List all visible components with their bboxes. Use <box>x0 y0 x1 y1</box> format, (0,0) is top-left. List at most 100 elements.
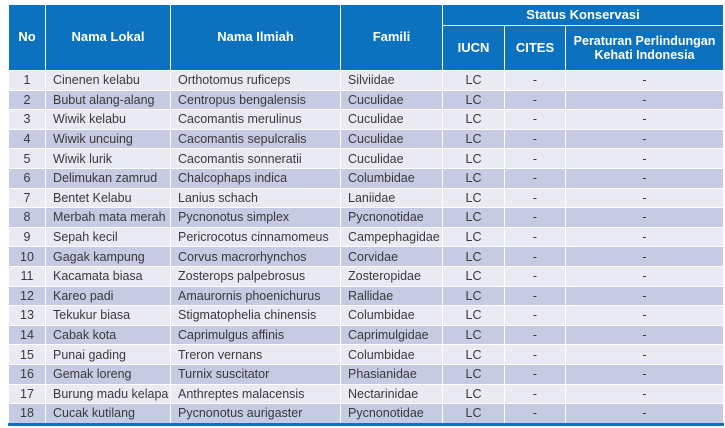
cell-peraturan: - <box>564 305 725 326</box>
cell-no: 10 <box>8 246 46 267</box>
cell-cites: - <box>504 265 566 287</box>
cell-cites: - <box>504 363 566 385</box>
cell-nama-ilmiah: Chalcophaps indica <box>170 167 341 189</box>
cell-nama-ilmiah: Cacomantis merulinus <box>170 109 341 130</box>
cell-peraturan: - <box>564 148 725 169</box>
cell-cites: - <box>504 70 566 91</box>
header-peraturan: Peraturan Perlindungan Kehati Indonesia <box>564 25 725 71</box>
header-nama-lokal: Nama Lokal <box>45 4 171 71</box>
cell-no: 16 <box>8 363 46 385</box>
cell-peraturan: - <box>564 383 725 405</box>
cell-cites: - <box>504 207 566 228</box>
cell-peraturan: - <box>564 265 725 287</box>
cell-cites: - <box>504 187 566 209</box>
cell-nama-lokal: Burung madu kelapa <box>45 383 171 405</box>
cell-iucn: LC <box>442 89 505 111</box>
cell-peraturan: - <box>564 89 725 111</box>
cell-nama-ilmiah: Lanius schach <box>170 187 341 209</box>
cell-nama-lokal: Cucak kutilang <box>45 403 171 426</box>
cell-iucn: LC <box>442 324 505 346</box>
cell-famili: Columbidae <box>340 305 443 326</box>
cell-iucn: LC <box>442 226 505 248</box>
cell-iucn: LC <box>442 109 505 130</box>
cell-peraturan: - <box>564 207 725 228</box>
species-conservation-table: No Nama Lokal Nama Ilmiah Famili Status … <box>8 4 725 426</box>
table-header: No Nama Lokal Nama Ilmiah Famili Status … <box>8 4 725 71</box>
cell-famili: Pycnonotidae <box>340 403 443 426</box>
cell-cites: - <box>504 89 566 111</box>
cell-peraturan: - <box>564 109 725 130</box>
cell-nama-ilmiah: Turnix suscitator <box>170 363 341 385</box>
cell-famili: Columbidae <box>340 167 443 189</box>
cell-nama-lokal: Bubut alang-alang <box>45 89 171 111</box>
header-status-konservasi: Status Konservasi <box>441 4 725 26</box>
cell-iucn: LC <box>442 246 505 267</box>
cell-no: 1 <box>8 70 46 91</box>
cell-nama-lokal: Wiwik kelabu <box>45 109 171 130</box>
cell-no: 7 <box>8 187 46 209</box>
cell-nama-lokal: Sepah kecil <box>45 226 171 248</box>
table-row: 15 Punai gading Treron vernans Columbidae LC… <box>8 344 725 365</box>
cell-nama-ilmiah: Centropus bengalensis <box>170 89 341 111</box>
table-row: 9 Sepah kecil Pericrocotus cinnamomeus Camp… <box>8 226 725 248</box>
cell-no: 2 <box>8 89 46 111</box>
table-row: 8 Merbah mata merah Pycnonotus simplex Pycn… <box>8 207 725 228</box>
table-row: 5 Wiwik lurik Cacomantis sonneratii Cuculid… <box>8 148 725 169</box>
cell-peraturan: - <box>564 363 725 385</box>
cell-nama-lokal: Cinenen kelabu <box>45 70 171 91</box>
table-row: 4 Wiwik uncuing Cacomantis sepulcralis Cucu… <box>8 128 725 150</box>
cell-famili: Phasianidae <box>340 363 443 385</box>
cell-nama-ilmiah: Stigmatophelia chinensis <box>170 305 341 326</box>
cell-famili: Rallidae <box>340 285 443 307</box>
table-row: 11 Kacamata biasa Zosterops palpebrosus Zos… <box>8 265 725 287</box>
cell-iucn: LC <box>442 187 505 209</box>
cell-cites: - <box>504 403 566 426</box>
table-row: 1 Cinenen kelabu Orthotomus ruficeps Silvii… <box>8 70 725 91</box>
table-row: 14 Cabak kota Caprimulgus affinis Caprimulg… <box>8 324 725 346</box>
table-row: 18 Cucak kutilang Pycnonotus aurigaster Pyc… <box>8 403 725 426</box>
cell-cites: - <box>504 285 566 307</box>
cell-iucn: LC <box>442 305 505 326</box>
cell-nama-lokal: Merbah mata merah <box>45 207 171 228</box>
cell-cites: - <box>504 128 566 150</box>
cell-famili: Cuculidae <box>340 89 443 111</box>
cell-iucn: LC <box>442 363 505 385</box>
table-row: 2 Bubut alang-alang Centropus bengalensis C… <box>8 89 725 111</box>
table-row: 10 Gagak kampung Corvus macrorhynchos Corvi… <box>8 246 725 267</box>
cell-nama-lokal: Gemak loreng <box>45 363 171 385</box>
cell-famili: Caprimulgidae <box>340 324 443 346</box>
cell-nama-lokal: Wiwik lurik <box>45 148 171 169</box>
cell-peraturan: - <box>564 344 725 365</box>
cell-nama-lokal: Punai gading <box>45 344 171 365</box>
cell-peraturan: - <box>564 324 725 346</box>
cell-famili: Columbidae <box>340 344 443 365</box>
cell-iucn: LC <box>442 167 505 189</box>
cell-peraturan: - <box>564 226 725 248</box>
cell-peraturan: - <box>564 246 725 267</box>
table-row: 17 Burung madu kelapa Anthreptes malacensi… <box>8 383 725 405</box>
cell-iucn: LC <box>442 207 505 228</box>
cell-peraturan: - <box>564 187 725 209</box>
cell-iucn: LC <box>442 265 505 287</box>
cell-nama-lokal: Delimukan zamrud <box>45 167 171 189</box>
header-famili: Famili <box>340 4 443 71</box>
table-body: 1 Cinenen kelabu Orthotomus ruficeps Silvii… <box>8 70 725 426</box>
cell-famili: Campephagidae <box>340 226 443 248</box>
cell-peraturan: - <box>564 403 725 426</box>
cell-cites: - <box>504 246 566 267</box>
cell-cites: - <box>504 148 566 169</box>
cell-nama-ilmiah: Pycnonotus aurigaster <box>170 403 341 426</box>
table-row: 12 Kareo padi Amaurornis phoenichurus Ralli… <box>8 285 725 307</box>
cell-nama-lokal: Cabak kota <box>45 324 171 346</box>
cell-cites: - <box>504 383 566 405</box>
cell-no: 6 <box>8 167 46 189</box>
table-row: 3 Wiwik kelabu Cacomantis merulinus Cuculid… <box>8 109 725 130</box>
cell-nama-lokal: Gagak kampung <box>45 246 171 267</box>
cell-nama-ilmiah: Treron vernans <box>170 344 341 365</box>
cell-nama-ilmiah: Pycnonotus simplex <box>170 207 341 228</box>
cell-no: 18 <box>8 403 46 426</box>
cell-nama-lokal: Kacamata biasa <box>45 265 171 287</box>
cell-iucn: LC <box>442 70 505 91</box>
cell-iucn: LC <box>442 344 505 365</box>
